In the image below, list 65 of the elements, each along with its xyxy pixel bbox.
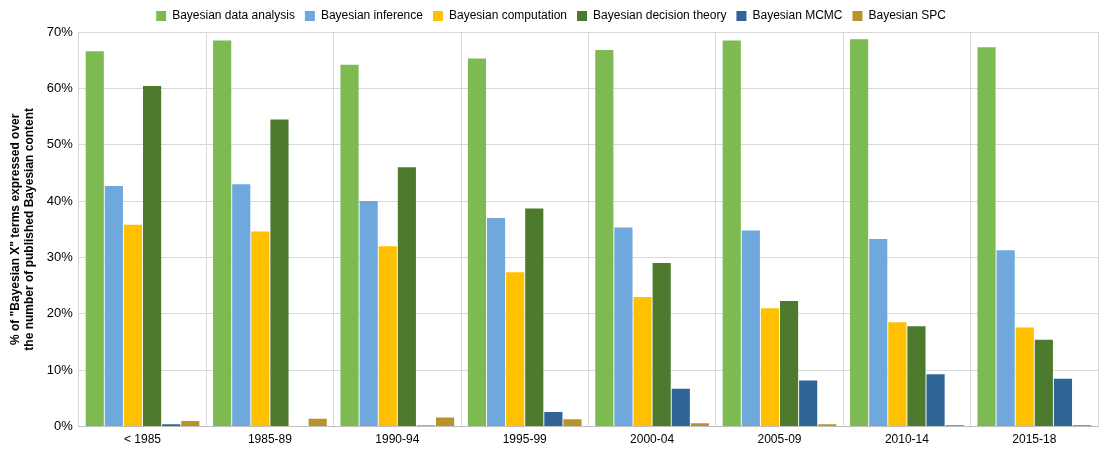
- bar: [340, 64, 359, 427]
- bar: [359, 201, 378, 427]
- bar: [977, 47, 996, 427]
- legend-label: Bayesian data analysis: [172, 8, 295, 23]
- x-tick-label: 2000-04: [630, 432, 675, 447]
- bar: [633, 296, 652, 427]
- bar: [181, 420, 200, 427]
- bar: [741, 230, 760, 427]
- bar: [232, 184, 251, 427]
- bar: [85, 51, 104, 427]
- y-tick-label: 60%: [46, 79, 74, 95]
- bar: [869, 238, 888, 427]
- bar: [1034, 339, 1053, 427]
- y-tick-label: 70%: [46, 23, 74, 39]
- bar: [123, 224, 143, 427]
- x-tick-label: 1990-94: [375, 432, 420, 447]
- x-tick-label: 2005-09: [757, 432, 802, 447]
- bar: [722, 40, 741, 427]
- y-tick-label: 10%: [46, 361, 74, 377]
- bar: [907, 326, 926, 427]
- bar: [378, 246, 397, 427]
- bar: [563, 419, 582, 427]
- y-tick-label: 50%: [46, 136, 74, 152]
- x-tick-label: 2015-18: [1012, 432, 1057, 447]
- bar: [506, 272, 525, 427]
- x-tick-label: < 1985: [123, 432, 162, 447]
- bar: [213, 40, 232, 427]
- bar: [926, 374, 945, 427]
- bar: [525, 208, 544, 427]
- y-tick-label: 0%: [54, 418, 74, 434]
- bar: [397, 167, 416, 427]
- bar: [1015, 327, 1034, 427]
- bar: [467, 58, 487, 427]
- bar: [1053, 378, 1073, 427]
- x-tick-label: 1995-99: [502, 432, 548, 447]
- x-tick-label: 1985-89: [247, 432, 293, 447]
- legend-label: Bayesian SPC: [868, 8, 947, 23]
- bar: [436, 417, 455, 427]
- y-tick-label: 40%: [46, 192, 74, 208]
- bar: [614, 227, 633, 427]
- bar: [760, 308, 780, 427]
- bar: [652, 263, 671, 427]
- y-tick-label: 20%: [46, 305, 74, 321]
- bar: [779, 300, 799, 427]
- bar: [671, 388, 690, 427]
- legend-label: Bayesian inference: [320, 8, 424, 23]
- y-axis-title: % of "Bayesian X" terms expressed over the number of published Bayesian content: [7, 107, 36, 351]
- y-tick-label: 30%: [46, 249, 74, 265]
- legend-label: Bayesian computation: [448, 8, 568, 23]
- bar: [850, 39, 869, 427]
- bar: [544, 411, 563, 427]
- bar: [888, 322, 907, 427]
- legend-label: Bayesian decision theory: [593, 8, 727, 23]
- x-tick-label: 2010-14: [884, 432, 930, 447]
- bar: [690, 423, 709, 427]
- bar: [595, 50, 614, 427]
- bar: [799, 380, 818, 427]
- bar: [270, 119, 289, 427]
- bar: [251, 231, 270, 427]
- bar: [308, 418, 327, 427]
- legend-label: Bayesian MCMC: [752, 8, 843, 23]
- bar: [996, 250, 1015, 427]
- bar: [143, 86, 162, 427]
- bar: [486, 218, 506, 427]
- bar: [104, 185, 123, 427]
